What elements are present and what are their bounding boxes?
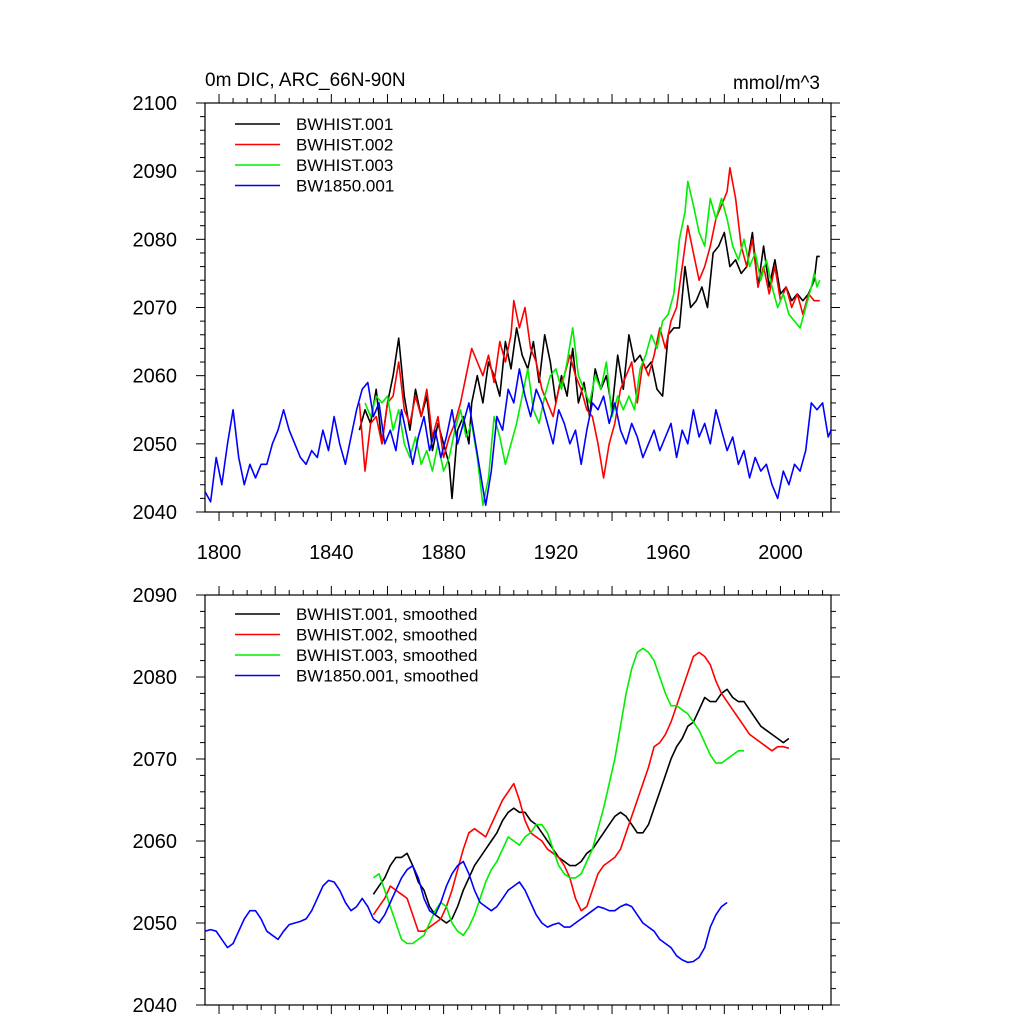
chart-title: 0m DIC, ARC_66N-90N	[205, 70, 406, 91]
series-line	[205, 368, 831, 506]
x-tick-label: 1800	[197, 542, 242, 564]
x-tick-label: 1880	[421, 542, 466, 564]
y-tick-label: 2070	[133, 298, 178, 320]
legend-label: BW1850.001, smoothed	[296, 667, 478, 686]
top-panel: 1800 1840 1880 1920 1960 2000 2040 2050 2060 2070…	[133, 70, 840, 564]
y-tick-label: 2040	[133, 995, 178, 1017]
legend-label: BWHIST.001, smoothed	[296, 605, 477, 624]
y-tick-label: 2090	[133, 585, 178, 607]
legend-label: BWHIST.003, smoothed	[296, 646, 477, 665]
y-tick-label: 2050	[133, 913, 178, 935]
y-tick-label: 2100	[133, 93, 178, 115]
y-tick-label: 2040	[133, 502, 178, 524]
series-line	[372, 651, 790, 932]
y-tick-label: 2060	[133, 366, 178, 388]
series-line	[372, 647, 744, 945]
y-tick-label: 2070	[133, 749, 178, 771]
series-line	[358, 167, 820, 479]
plot-frame	[204, 594, 832, 1006]
units-label: mmol/m^3	[733, 73, 820, 94]
y-tick-label: 2090	[133, 161, 178, 183]
legend-label: BWHIST.002	[296, 136, 393, 155]
series-line	[205, 860, 728, 964]
bottom-panel: 2040 2050 2060 2070 2080 2090 BWHIST.001, smoo…	[133, 585, 840, 1017]
x-tick-label: 1920	[534, 542, 579, 564]
y-tick-label: 2050	[133, 434, 178, 456]
x-tick-label: 2000	[758, 542, 803, 564]
x-tick-label: 1960	[646, 542, 691, 564]
legend-label: BWHIST.003	[296, 156, 393, 175]
legend-label: BWHIST.002, smoothed	[296, 626, 477, 645]
x-tick-label: 1840	[309, 542, 354, 564]
y-tick-label: 2080	[133, 229, 178, 251]
series-line	[372, 688, 790, 924]
legend-label: BWHIST.001	[296, 115, 393, 134]
y-tick-label: 2080	[133, 667, 178, 689]
series-line	[364, 180, 821, 506]
y-tick-label: 2060	[133, 831, 178, 853]
legend-label: BW1850.001	[296, 177, 394, 196]
